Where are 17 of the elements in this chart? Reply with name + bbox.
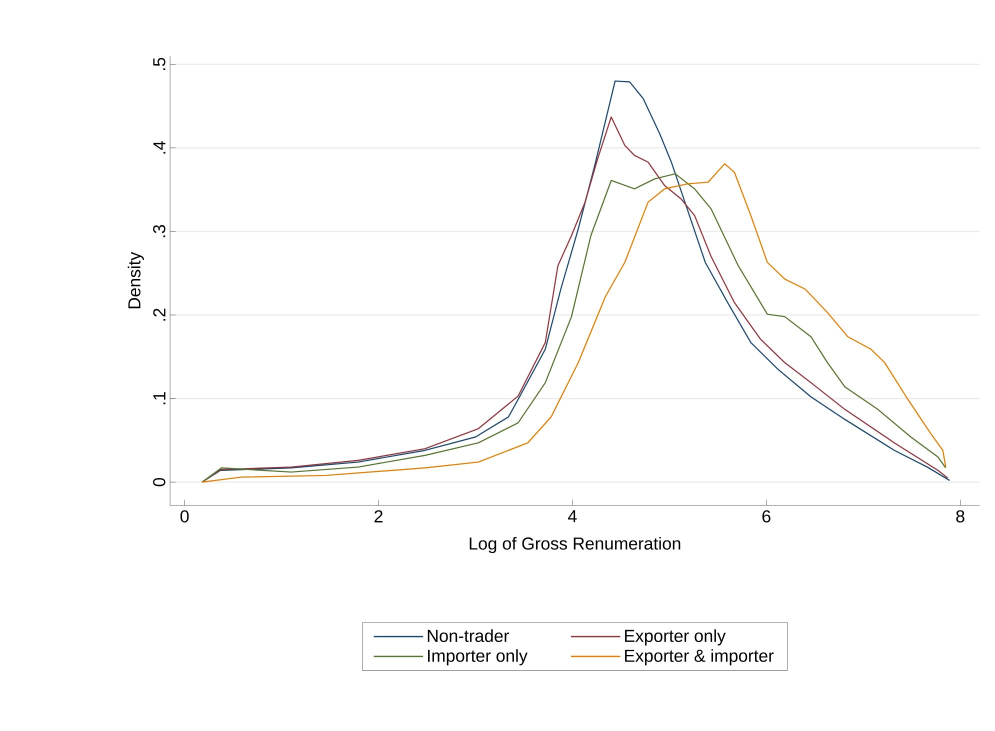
y-tick-label: .4: [153, 141, 166, 154]
x-axis-title: Log of Gross Renumeration: [470, 537, 680, 554]
x-tick-label: 0: [180, 510, 189, 523]
y-tick-label: .3: [153, 225, 166, 238]
y-tick-label: 0: [153, 478, 166, 486]
legend-label: Exporter only: [625, 629, 726, 646]
legend-label: Non-trader: [428, 629, 510, 642]
legend-label: Importer only: [428, 649, 528, 666]
y-tick-label: .2: [153, 308, 166, 321]
x-tick-label: 2: [374, 510, 382, 522]
x-tick-label: 6: [762, 510, 770, 523]
y-tick-label: .5: [153, 58, 166, 70]
x-tick-label: 4: [568, 510, 577, 522]
legend-label: Exporter & importer: [625, 649, 774, 666]
x-tick-label: 8: [956, 510, 964, 523]
y-tick-label: .1: [153, 392, 166, 404]
y-axis-title: Density: [128, 252, 144, 308]
